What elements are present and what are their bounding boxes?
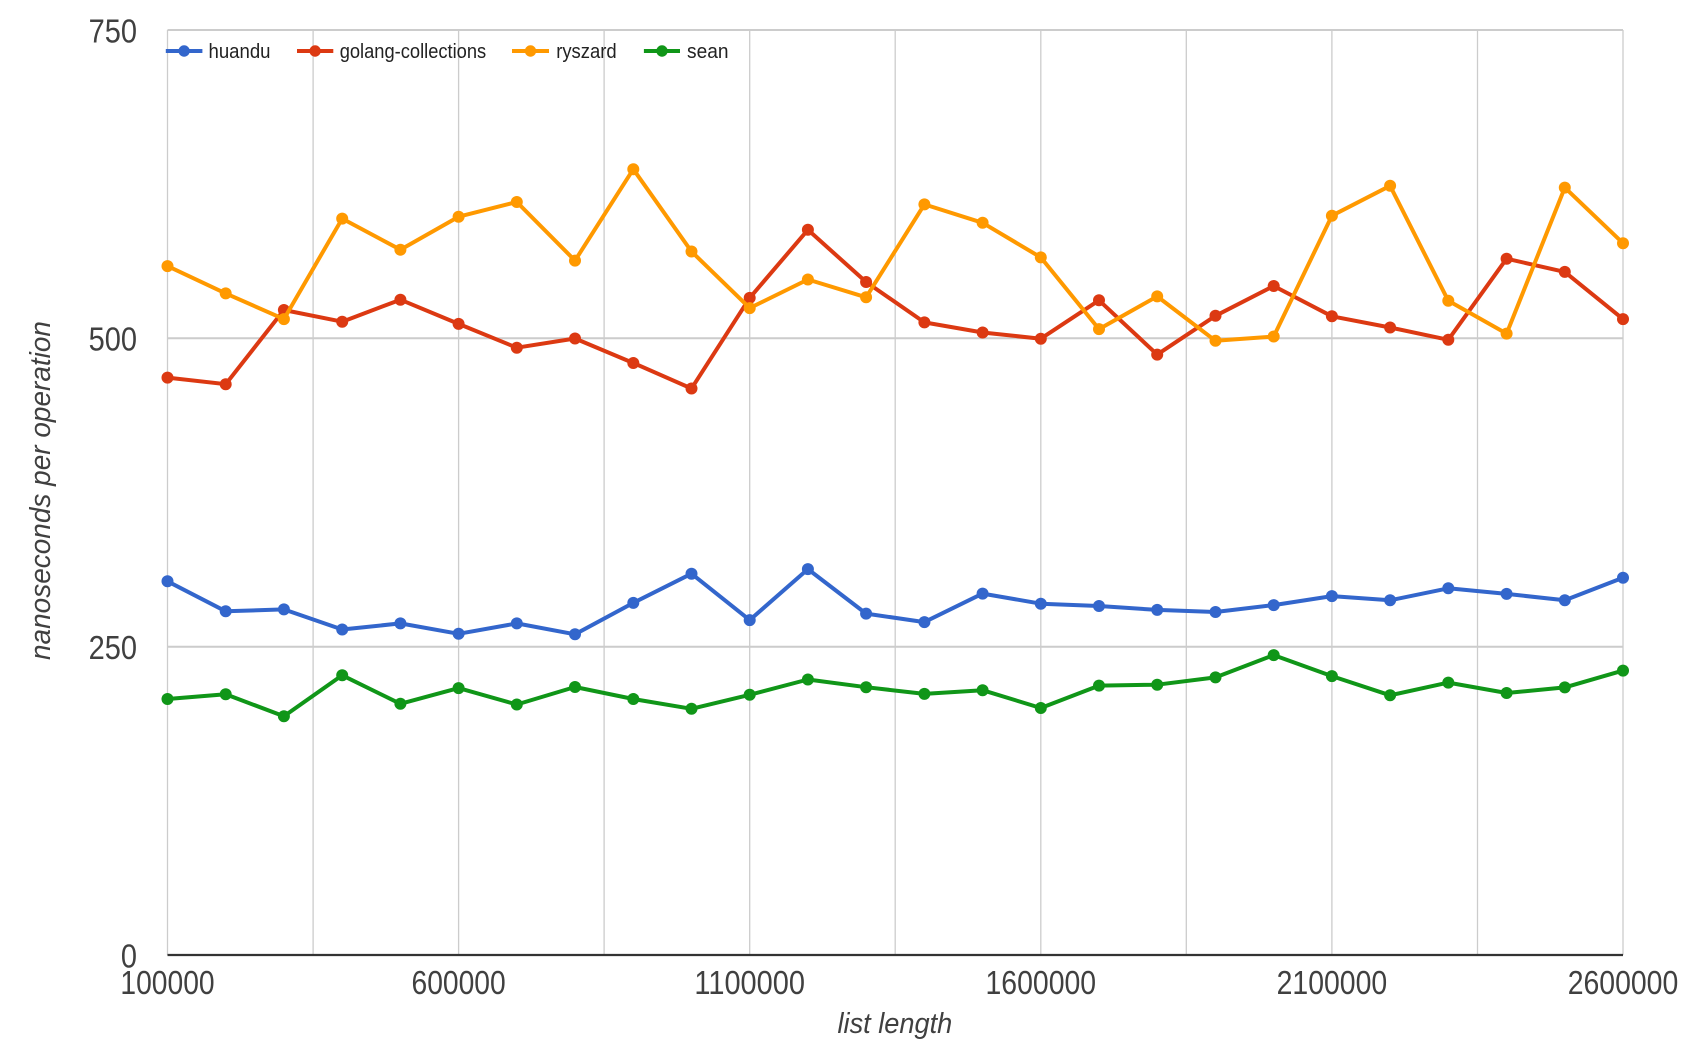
svg-text:2600000: 2600000 — [1568, 964, 1679, 1001]
svg-text:list length: list length — [838, 1008, 953, 1040]
svg-text:0: 0 — [121, 937, 137, 974]
svg-text:2100000: 2100000 — [1277, 964, 1388, 1001]
svg-text:250: 250 — [89, 629, 137, 666]
svg-text:1600000: 1600000 — [986, 964, 1097, 1001]
svg-text:500: 500 — [89, 321, 137, 358]
svg-text:ryszard: ryszard — [556, 41, 617, 63]
svg-text:600000: 600000 — [412, 964, 506, 1001]
svg-text:nanoseconds per operation: nanoseconds per operation — [25, 321, 57, 660]
svg-text:sean: sean — [687, 41, 729, 63]
svg-text:1100000: 1100000 — [694, 964, 805, 1001]
svg-text:huandu: huandu — [209, 41, 271, 63]
svg-text:100000: 100000 — [120, 964, 214, 1001]
svg-text:golang-collections: golang-collections — [340, 41, 487, 63]
svg-text:750: 750 — [89, 12, 137, 49]
